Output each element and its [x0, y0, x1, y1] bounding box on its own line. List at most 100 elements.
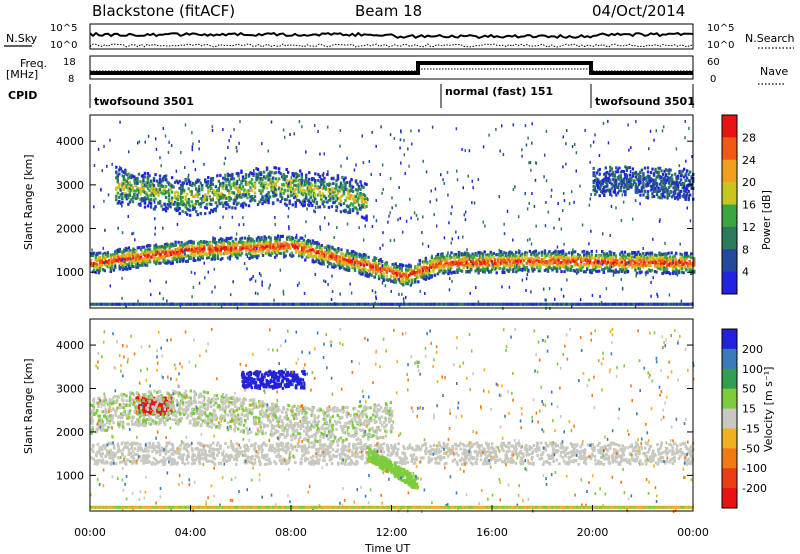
power-cell	[223, 176, 227, 180]
power-cell	[135, 263, 138, 267]
power-cell	[631, 250, 634, 254]
power-cell	[329, 195, 332, 199]
power-speck	[364, 224, 366, 228]
power-cell	[619, 185, 623, 189]
power-cell	[666, 188, 669, 192]
power-cell	[219, 241, 223, 245]
power-cell	[122, 178, 126, 182]
power-cell	[197, 252, 200, 256]
power-cell	[362, 263, 366, 267]
power-cell	[196, 178, 199, 182]
power-cell	[139, 203, 142, 207]
power-cell	[601, 182, 604, 186]
power-cell	[130, 259, 134, 263]
power-cell	[540, 253, 544, 257]
power-cell	[185, 200, 189, 204]
power-cell	[394, 274, 397, 278]
power-cell	[595, 183, 598, 187]
power-cell	[179, 199, 183, 203]
power-cell	[224, 238, 227, 242]
power-cell	[655, 270, 658, 274]
power-cell	[368, 263, 372, 267]
power-cell	[540, 258, 544, 262]
power-cell	[127, 188, 130, 192]
power-cell	[660, 184, 663, 188]
power-cell	[147, 250, 150, 254]
power-cell	[276, 242, 280, 246]
power-cell	[651, 184, 654, 188]
power-cell	[362, 203, 365, 207]
power-cell	[182, 181, 186, 185]
power-cell	[365, 218, 368, 222]
power-cell	[184, 254, 188, 258]
power-cell	[346, 263, 349, 267]
power-cell	[132, 265, 135, 269]
power-cell	[601, 188, 604, 192]
power-cell	[635, 253, 639, 257]
power-cell	[275, 241, 278, 245]
power-cell	[379, 266, 382, 270]
power-speck	[433, 213, 435, 217]
power-cell	[351, 203, 355, 207]
power-speck	[443, 236, 446, 240]
power-cell	[587, 264, 590, 268]
freq-ytick-bottom: 8	[68, 74, 74, 85]
power-cell	[259, 184, 263, 188]
power-cell	[644, 271, 648, 275]
power-cell	[646, 176, 650, 180]
power-cell	[503, 259, 506, 263]
power-cell	[246, 190, 249, 194]
power-speck	[134, 238, 136, 242]
power-cell	[323, 185, 326, 189]
power-cell	[316, 257, 319, 261]
power-cell	[563, 262, 566, 266]
power-cell	[330, 190, 334, 194]
power-cell	[261, 177, 264, 181]
power-cell	[563, 254, 566, 258]
power-speck	[601, 262, 604, 266]
power-cell	[664, 189, 668, 193]
power-cell	[153, 249, 156, 253]
power-cell	[400, 263, 403, 267]
power-cell	[130, 258, 134, 262]
power-cell	[158, 180, 162, 184]
power-cell	[628, 257, 631, 261]
power-cell	[442, 263, 446, 267]
power-cell	[627, 180, 630, 184]
power-cell	[314, 241, 318, 245]
power-cell	[665, 264, 669, 268]
power-cell	[504, 264, 507, 268]
power-cell	[194, 247, 197, 251]
power-cell	[516, 267, 520, 271]
power-cell	[163, 250, 167, 254]
power-cell	[472, 255, 476, 259]
power-speck	[156, 250, 159, 254]
power-speck	[477, 178, 480, 182]
power-cell	[209, 242, 212, 246]
power-cell	[243, 236, 247, 240]
power-cell	[610, 256, 613, 260]
power-cell	[634, 264, 637, 268]
power-cell	[144, 259, 147, 263]
power-cell	[330, 187, 334, 191]
power-cell	[513, 266, 517, 270]
power-cell	[335, 183, 338, 187]
power-cell	[335, 205, 338, 209]
power-cell	[264, 238, 268, 242]
power-cell	[106, 251, 109, 255]
power-cell	[608, 267, 611, 271]
power-cell	[317, 259, 321, 263]
power-cell	[610, 182, 613, 186]
power-cell	[457, 258, 461, 262]
power-cell	[683, 266, 687, 270]
power-cell	[139, 257, 143, 261]
freq-label: Freq.	[20, 57, 47, 70]
power-cell	[391, 279, 394, 283]
power-cell	[261, 253, 265, 257]
power-cell	[114, 255, 117, 259]
power-cell	[646, 190, 650, 194]
power-cell	[189, 249, 192, 253]
power-cell	[223, 194, 227, 198]
power-cell	[370, 267, 373, 271]
power-cell	[296, 241, 299, 245]
